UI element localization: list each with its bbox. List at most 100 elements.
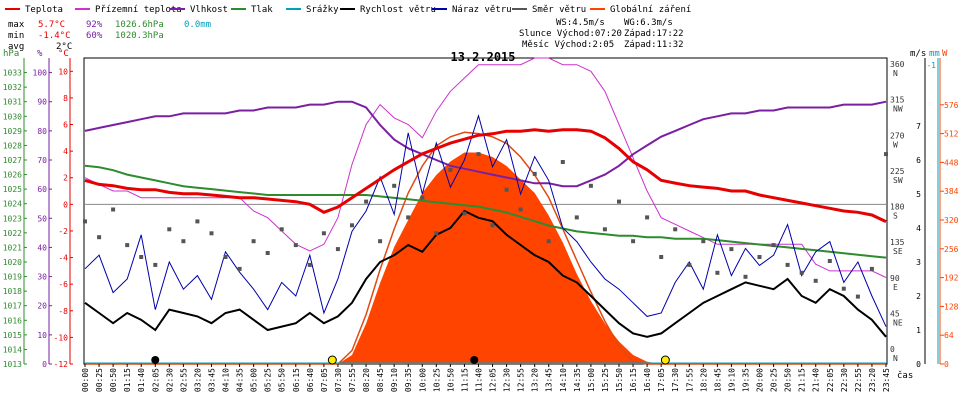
axis-direction-tick-label: N <box>893 69 898 78</box>
time-tick-label: 05:50 <box>278 368 287 392</box>
time-tick-label: 00:25 <box>95 368 104 392</box>
axis-mm-tick-label: -1 <box>926 61 936 70</box>
axis-direction-tick-label: W <box>893 140 898 149</box>
legend-label: Globální záření <box>610 5 691 15</box>
wind-direction-point <box>729 247 734 252</box>
time-tick-label: 12:55 <box>517 368 526 392</box>
axis-degc-tick-label: -4 <box>58 254 68 263</box>
time-tick-label: 11:40 <box>474 368 483 392</box>
moonset-icon <box>470 356 479 364</box>
axis-degc-tick-label: -2 <box>58 227 68 236</box>
wind-direction-point <box>420 195 425 200</box>
time-tick-label: 13:20 <box>531 368 540 392</box>
time-tick-label: 02:05 <box>151 368 160 392</box>
wind-direction-point <box>785 262 790 267</box>
wind-direction-point <box>321 231 326 236</box>
axes: 1013101410151016101710181019102010211022… <box>3 58 959 392</box>
wind-direction-point <box>406 215 411 220</box>
wind-direction-point <box>364 199 369 204</box>
series-marks <box>83 57 888 364</box>
axis-direction-tick-label: S <box>893 212 898 221</box>
max-press: 1026.6hPa <box>115 20 164 30</box>
axis-direction-tick-label: SE <box>893 247 903 256</box>
time-tick-label: 23:20 <box>868 368 877 392</box>
axis-pct-tick-label: 0 <box>42 360 47 369</box>
wind-direction-point <box>855 294 860 299</box>
axis-hpa-tick-label: 1014 <box>3 345 22 354</box>
wind-direction-point <box>279 227 284 232</box>
axis-hpa-tick-label: 1020 <box>3 258 22 267</box>
axis-direction-tick-label: SW <box>893 176 903 185</box>
axis-w-tick-label: 576 <box>944 101 959 110</box>
axis-w-tick-label: 320 <box>944 216 959 225</box>
axis-degc-tick-label: -10 <box>54 333 69 342</box>
time-tick-label: 16:40 <box>643 368 652 392</box>
legend-label: Teplota <box>25 5 63 15</box>
min-label: min <box>8 31 24 41</box>
rain-total: 0.0mm <box>184 20 211 30</box>
time-tick-label: 12:05 <box>489 368 498 392</box>
sunrise-icon <box>327 355 337 365</box>
wind-direction-point <box>715 270 720 275</box>
wind-direction-point <box>476 152 481 157</box>
stats-block: max 5.7°C 92% 1026.6hPa 0.0mm min -1.4°C… <box>8 20 211 52</box>
max-label: max <box>8 20 25 30</box>
wind-direction-point <box>574 215 579 220</box>
axis-hpa-tick-label: 1033 <box>3 69 22 78</box>
axis-direction-tick-label: 315 <box>890 96 905 105</box>
wind-direction-point <box>335 247 340 252</box>
moonrise-icon <box>151 356 160 364</box>
wind-direction-point <box>448 167 453 172</box>
radiation-area-fill <box>85 152 886 364</box>
time-tick-label: 15:00 <box>587 368 596 392</box>
wind-direction-point <box>869 266 874 271</box>
time-tick-label: 21:40 <box>812 368 821 392</box>
axis-direction-tick-label: NE <box>893 318 903 327</box>
axis-ms-tick-label: 3 <box>916 258 921 267</box>
sunset-icon <box>660 355 670 365</box>
axis-title-ms: m/s <box>910 49 926 59</box>
time-tick-label: 07:55 <box>348 368 357 392</box>
axis-direction-tick-label: 45 <box>890 309 900 318</box>
time-tick-label: 10:50 <box>446 368 455 392</box>
axis-degc-tick-label: -8 <box>58 307 68 316</box>
avg-label: avg <box>8 42 24 52</box>
wind-direction-point <box>560 160 565 164</box>
info-block: WS:4.5m/s WG:6.3m/s Slunce Východ:07:20 … <box>519 18 684 50</box>
wind-direction-point <box>659 255 664 259</box>
axis-direction-tick-label: 90 <box>890 274 900 283</box>
time-tick-label: 22:55 <box>854 368 863 392</box>
wind-direction-point <box>588 183 593 188</box>
axis-direction-tick-label: 180 <box>890 203 905 212</box>
time-tick-label: 04:10 <box>222 368 231 392</box>
wind-direction-point <box>153 262 158 267</box>
series-line-rychlost-v-tru <box>84 209 887 338</box>
wind-direction-point <box>181 239 186 244</box>
time-tick-label: 11:15 <box>460 368 469 392</box>
axis-hpa-tick-label: 1029 <box>3 127 22 136</box>
axis-ms-tick-label: 4 <box>916 224 921 233</box>
wind-direction-point <box>687 262 692 267</box>
time-tick-label: 06:40 <box>306 368 315 392</box>
sun-set: Západ:17:22 <box>624 29 684 39</box>
time-tick-label: 10:25 <box>432 368 441 392</box>
wind-direction-point <box>504 187 509 192</box>
wind-direction-point <box>799 270 804 275</box>
axis-w-tick-label: 384 <box>944 187 959 196</box>
axis-hpa-tick-label: 1019 <box>3 273 22 282</box>
legend-label: Tlak <box>251 5 273 15</box>
wind-direction-point <box>462 211 467 216</box>
time-tick-label: 17:30 <box>671 368 680 392</box>
time-tick-label: 08:20 <box>362 368 371 392</box>
axis-w-tick-label: 64 <box>944 331 954 340</box>
time-tick-label: 05:25 <box>264 368 273 392</box>
wind-direction-point <box>434 231 439 236</box>
wind-direction-point <box>841 286 846 291</box>
wind-direction-point <box>701 239 706 244</box>
axis-pct-tick-label: 40 <box>37 243 47 252</box>
axis-hpa-tick-label: 1025 <box>3 185 22 194</box>
axis-direction-tick-label: NW <box>893 105 903 114</box>
time-tick-label: 07:30 <box>334 368 343 392</box>
time-tick-label: 19:35 <box>741 368 750 392</box>
series-line-teplota <box>84 128 887 223</box>
